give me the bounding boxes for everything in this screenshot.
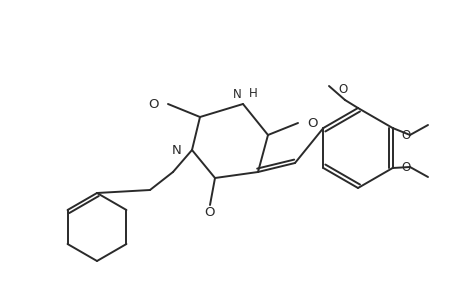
Text: N: N [233, 88, 241, 100]
Text: O: O [148, 98, 159, 110]
Text: O: O [338, 82, 347, 95]
Text: O: O [401, 160, 410, 173]
Text: O: O [306, 116, 317, 130]
Text: N: N [172, 143, 182, 157]
Text: O: O [401, 128, 410, 142]
Text: H: H [248, 86, 257, 100]
Text: O: O [204, 206, 215, 218]
